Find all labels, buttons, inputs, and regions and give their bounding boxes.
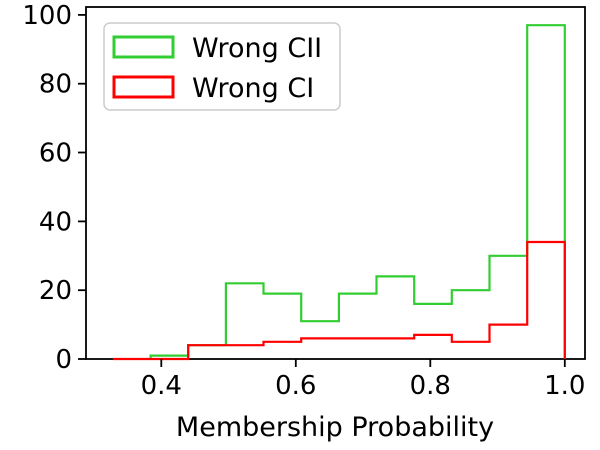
legend-swatch-wrong-cii bbox=[112, 35, 175, 59]
y-axis: 0 20 40 60 80 100 bbox=[22, 1, 86, 375]
y-tick-label: 0 bbox=[55, 345, 72, 375]
legend-label-wrong-ci: Wrong CI bbox=[192, 73, 314, 104]
y-tick-label: 20 bbox=[39, 276, 72, 306]
x-tick-label: 0.6 bbox=[275, 371, 316, 401]
x-axis-label: Membership Probability bbox=[176, 412, 494, 443]
y-tick-label: 100 bbox=[22, 1, 72, 31]
x-axis: 0.4 0.6 0.8 1.0 bbox=[141, 359, 585, 401]
y-tick-label: 60 bbox=[39, 139, 72, 169]
series-line-wrong-ci bbox=[112, 240, 566, 361]
y-tick-label: 40 bbox=[39, 207, 72, 237]
plot-border bbox=[85, 6, 586, 360]
legend-label-wrong-cii: Wrong CII bbox=[192, 33, 322, 64]
y-tick-label: 80 bbox=[39, 70, 72, 100]
x-tick-label: 1.0 bbox=[544, 371, 585, 401]
x-tick-label: 0.4 bbox=[141, 371, 182, 401]
legend-swatch-wrong-ci bbox=[112, 75, 175, 99]
legend: Wrong CII Wrong CI bbox=[103, 22, 341, 111]
series-group bbox=[112, 24, 566, 361]
legend-box bbox=[103, 22, 341, 111]
x-tick-label: 0.8 bbox=[410, 371, 451, 401]
